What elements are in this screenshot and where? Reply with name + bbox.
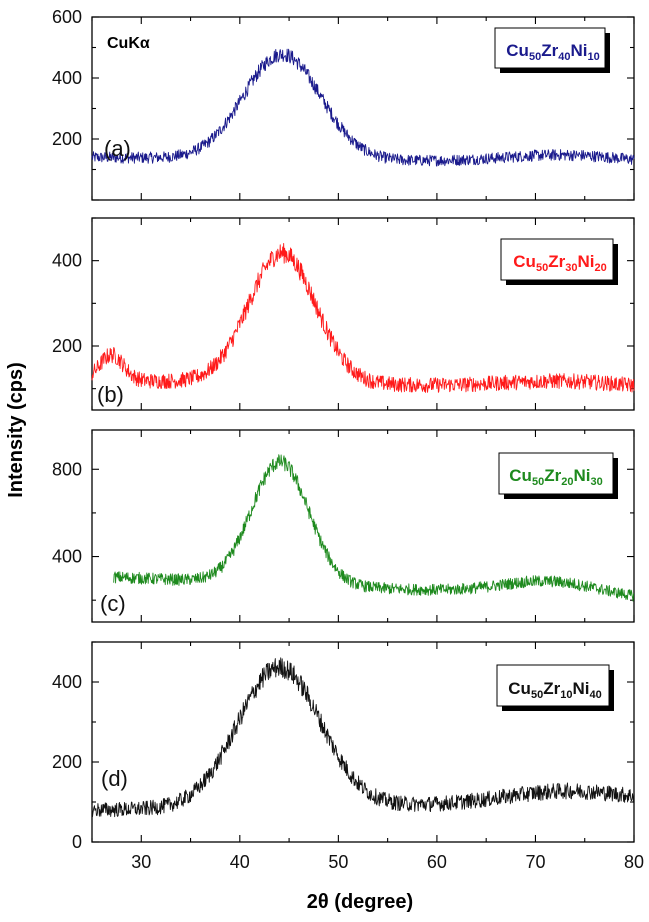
- legend-subscript: 30: [590, 476, 602, 488]
- x-tick-label: 30: [131, 852, 151, 872]
- legend-subscript: 50: [532, 476, 544, 488]
- plot-frame: [91, 217, 635, 411]
- legend-element: Ni: [573, 466, 590, 485]
- panel-label: (c): [100, 591, 126, 616]
- y-tick-label: 400: [52, 251, 82, 271]
- y-tick-label: 400: [52, 672, 82, 692]
- panel-label: (a): [104, 136, 131, 161]
- legend-subscript: 50: [536, 262, 548, 274]
- panels-group: 200400600(a)Cu50Zr40Ni10200400(b)Cu50Zr3…: [52, 7, 635, 852]
- series-line: [91, 242, 635, 393]
- legend-element: Zr: [544, 466, 561, 485]
- x-tick-label: 70: [525, 852, 545, 872]
- legend-frame: [498, 452, 614, 495]
- legend-subscript: 20: [561, 476, 573, 488]
- legend-frame: [494, 27, 606, 69]
- panel-label: (d): [101, 766, 128, 791]
- legend-frame: [500, 238, 614, 281]
- legend-element: Ni: [570, 41, 587, 60]
- series-line: [113, 454, 635, 602]
- legend-label: Cu50Zr40Ni10: [506, 41, 599, 63]
- x-tick-label: 40: [230, 852, 250, 872]
- y-tick-label: 400: [52, 68, 82, 88]
- legend-subscript: 30: [565, 262, 577, 274]
- legend-box: Cu50Zr10Ni40: [496, 664, 614, 711]
- y-axis-title: Intensity (cps): [5, 362, 27, 498]
- y-tick-label: 200: [52, 752, 82, 772]
- legend-frame: [496, 664, 610, 707]
- legend-subscript: 40: [558, 51, 570, 63]
- legend-subscript: 50: [531, 689, 543, 701]
- x-tick-label: 80: [624, 852, 644, 872]
- y-tick-label: 0: [72, 832, 82, 852]
- legend-element: Zr: [548, 252, 565, 271]
- radiation-label: CuKα: [107, 35, 150, 52]
- y-tick-label: 200: [52, 336, 82, 356]
- x-axis-title: 2θ (degree): [307, 891, 413, 913]
- legend-subscript: 50: [529, 51, 541, 63]
- legend-element: Cu: [508, 679, 531, 698]
- x-tick-labels: 30 40 50 60 70 80: [131, 852, 644, 872]
- y-tick-label: 600: [52, 7, 82, 27]
- panel-b: 200 400 (b) Cu50Zr30Ni20: [52, 217, 635, 411]
- legend-label: Cu50Zr20Ni30: [509, 466, 602, 488]
- legend-element: Cu: [513, 252, 536, 271]
- legend-box: Cu50Zr20Ni30: [498, 452, 618, 499]
- legend-subscript: 10: [560, 689, 572, 701]
- panel-a: 200 400 600 (a) Cu50Zr40Ni10: [52, 7, 635, 201]
- plot-frame: [91, 641, 635, 843]
- legend-element: Zr: [541, 41, 558, 60]
- y-tick-label: 400: [52, 547, 82, 567]
- panel-d: 0 200 400 (d) Cu50Zr10Ni40: [52, 641, 635, 852]
- legend-element: Cu: [506, 41, 529, 60]
- legend-label: Cu50Zr30Ni20: [513, 252, 606, 274]
- legend-label: Cu50Zr10Ni40: [508, 679, 601, 701]
- legend-box: Cu50Zr40Ni10: [494, 27, 610, 73]
- legend-element: Ni: [577, 252, 594, 271]
- legend-element: Ni: [572, 679, 589, 698]
- y-tick-label: 200: [52, 129, 82, 149]
- series-line: [91, 657, 635, 818]
- x-tick-label: 60: [427, 852, 447, 872]
- panel-c: 400 800 (c) Cu50Zr20Ni30: [52, 429, 635, 623]
- legend-subscript: 40: [589, 689, 601, 701]
- legend-element: Zr: [543, 679, 560, 698]
- plot-frame: [91, 429, 635, 623]
- panel-label: (b): [97, 382, 124, 407]
- legend-element: Cu: [509, 466, 532, 485]
- legend-box: Cu50Zr30Ni20: [500, 238, 618, 285]
- legend-subscript: 20: [594, 262, 606, 274]
- y-tick-label: 800: [52, 459, 82, 479]
- x-tick-label: 50: [328, 852, 348, 872]
- series-line: [91, 48, 635, 167]
- legend-subscript: 10: [587, 51, 599, 63]
